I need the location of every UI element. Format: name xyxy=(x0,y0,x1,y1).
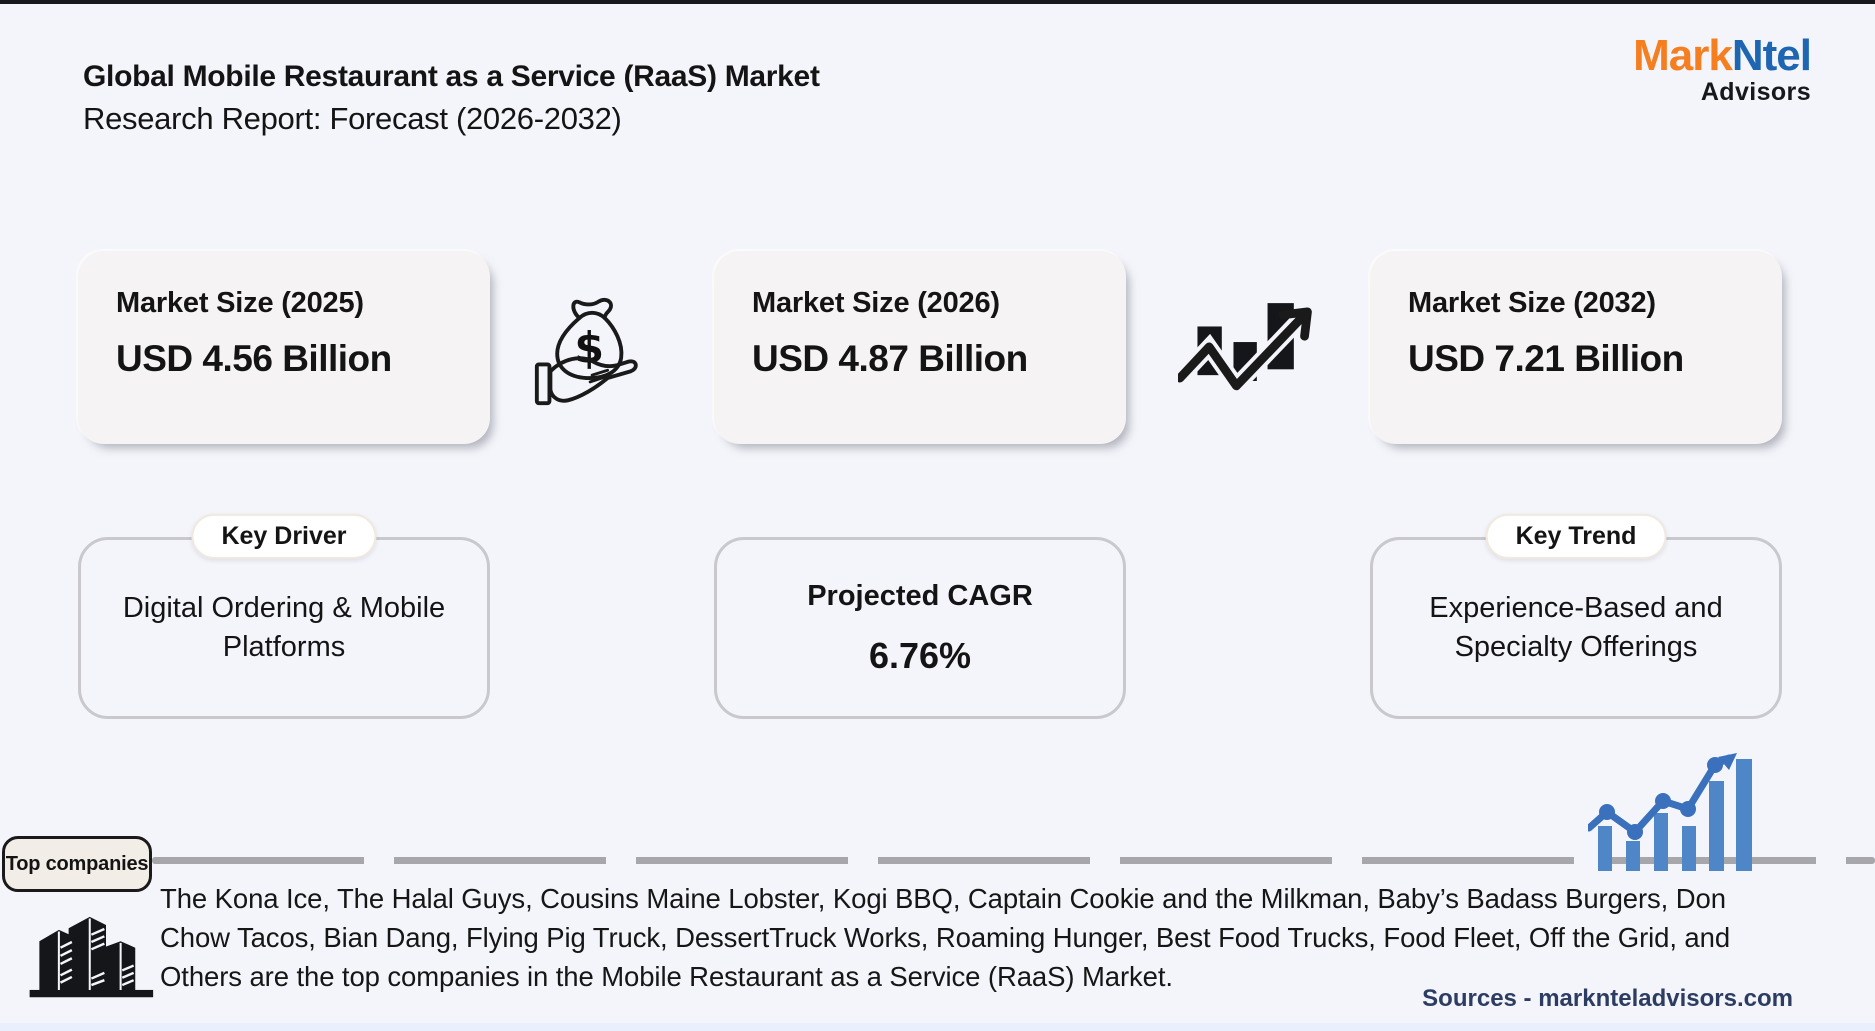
top-companies-text: The Kona Ice, The Halal Guys, Cousins Ma… xyxy=(160,883,1731,992)
key-driver-card: Key Driver Digital Ordering & Mobile Pla… xyxy=(78,513,490,719)
market-size-2032-value: USD 7.21 Billion xyxy=(1408,338,1684,379)
top-companies-badge: Top companies xyxy=(2,836,152,892)
cagr-label: Projected CAGR xyxy=(807,579,1033,612)
dashed-divider-line xyxy=(152,857,1875,864)
logo-text-ntel: Ntel xyxy=(1731,31,1812,80)
sources-line: Sources - marknteladvisors.com xyxy=(1422,985,1793,1012)
key-trend-badge: Key Trend xyxy=(1485,513,1667,559)
market-size-2025-card: Market Size (2025) USD 4.56 Billion xyxy=(78,251,490,444)
market-size-2026-label: Market Size (2026) xyxy=(752,287,1000,319)
key-driver-text: Digital Ordering & Mobile Platforms xyxy=(122,592,446,663)
market-size-2026-value: USD 4.87 Billion xyxy=(752,338,1028,379)
buildings-icon xyxy=(29,916,154,998)
market-size-2025-value: USD 4.56 Billion xyxy=(116,338,392,379)
markntel-logo: MarkNtel Advisors xyxy=(1633,31,1812,106)
cagr-value: 6.76% xyxy=(868,634,972,676)
market-size-2032-card: Market Size (2032) USD 7.21 Billion xyxy=(1370,251,1782,444)
top-border-line xyxy=(0,0,1875,4)
bar-line-chart-icon xyxy=(1588,753,1752,871)
market-size-2026-card: Market Size (2026) USD 4.87 Billion xyxy=(714,251,1126,444)
report-title-block: Global Mobile Restaurant as a Service (R… xyxy=(83,56,820,140)
market-size-2025-label: Market Size (2025) xyxy=(116,287,364,319)
logo-wordmark: MarkNtel xyxy=(1633,31,1812,80)
growth-bars-arrow-icon xyxy=(1178,303,1312,399)
logo-text-mark: Mark xyxy=(1633,31,1733,80)
page-subtitle: Research Report: Forecast (2026-2032) xyxy=(83,101,622,136)
page-title: Global Mobile Restaurant as a Service (R… xyxy=(83,60,820,93)
money-bag-in-hand-icon: $ xyxy=(534,297,638,406)
market-size-2032-label: Market Size (2032) xyxy=(1408,287,1656,319)
bottom-edge-strip xyxy=(0,1023,1875,1031)
logo-advisors-label: Advisors xyxy=(1700,78,1811,106)
projected-cagr-card: Projected CAGR 6.76% xyxy=(714,537,1126,719)
key-driver-badge: Key Driver xyxy=(191,513,377,559)
key-trend-text: Experience-Based and Specialty Offerings xyxy=(1429,592,1723,663)
key-trend-card: Key Trend Experience-Based and Specialty… xyxy=(1370,513,1782,719)
